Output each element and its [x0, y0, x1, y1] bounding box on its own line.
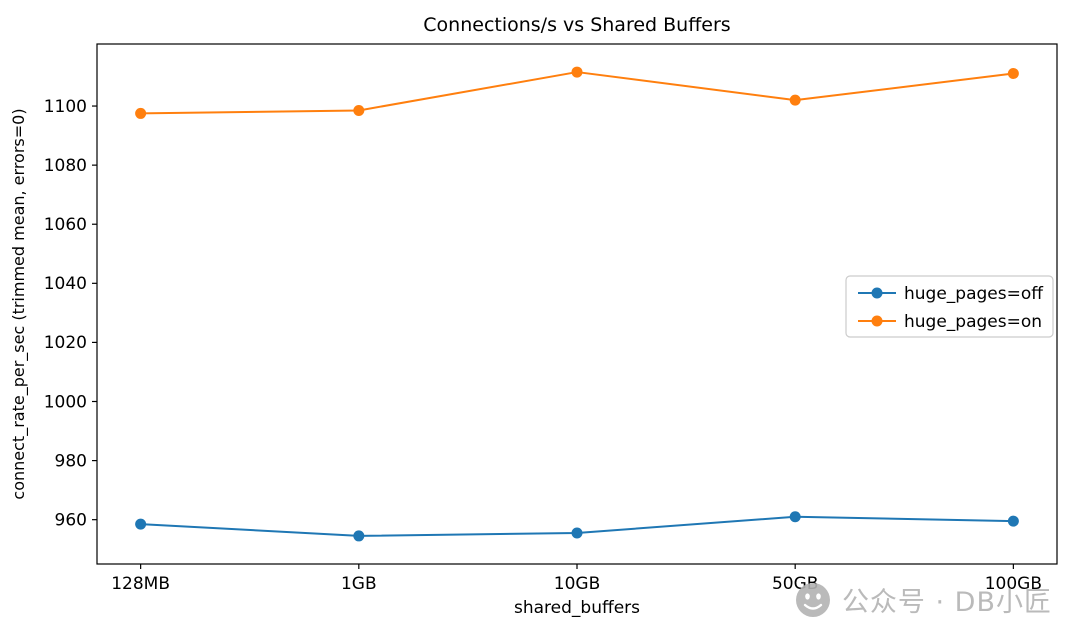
x-tick-label: 128MB [111, 574, 170, 594]
y-tick-label: 1060 [44, 215, 87, 235]
y-tick-label: 980 [55, 451, 87, 471]
data-point-marker [789, 511, 801, 523]
data-point-marker [1007, 515, 1019, 527]
y-tick-label: 1000 [44, 392, 87, 412]
legend-entry: huge_pages=off [858, 284, 1044, 304]
y-tick-label: 1100 [44, 97, 87, 117]
x-axis-label: shared_buffers [514, 598, 640, 618]
y-tick-label: 1020 [44, 333, 87, 353]
legend-marker-sample [871, 315, 883, 327]
series-line [139, 71, 1015, 115]
y-axis-label: connect_rate_per_sec (trimmed mean, erro… [9, 108, 29, 499]
data-point-marker [789, 94, 801, 106]
legend-label: huge_pages=on [904, 312, 1042, 332]
legend-box [845, 275, 1054, 338]
x-tick-label: 1GB [341, 574, 377, 594]
legend-entry: huge_pages=on [858, 312, 1042, 332]
legend-marker-sample [871, 287, 883, 299]
x-axis: 128MB 1GB 10GB 50GB 100GB [111, 564, 1042, 594]
y-tick-label: 960 [55, 510, 87, 530]
x-tick-label: 50GB [772, 574, 818, 594]
data-point-marker [353, 530, 365, 542]
chart-title: Connections/s vs Shared Buffers [423, 14, 730, 36]
x-tick-label: 10GB [554, 574, 600, 594]
data-point-marker [571, 527, 583, 539]
series-huge-pages-on [135, 66, 1019, 119]
data-point-marker [353, 104, 365, 116]
data-point-marker [135, 518, 147, 530]
y-axis: 960 980 1000 1020 1040 1060 1080 1100 [44, 97, 97, 530]
legend: huge_pages=off huge_pages=on [845, 275, 1054, 338]
x-tick-label: 100GB [985, 574, 1042, 594]
y-tick-label: 1040 [44, 274, 87, 294]
series-huge-pages-off [135, 511, 1019, 542]
y-tick-label: 1080 [44, 156, 87, 176]
data-point-marker [571, 66, 583, 78]
legend-label: huge_pages=off [904, 284, 1044, 304]
data-point-marker [135, 107, 147, 119]
data-point-marker [1007, 68, 1019, 80]
